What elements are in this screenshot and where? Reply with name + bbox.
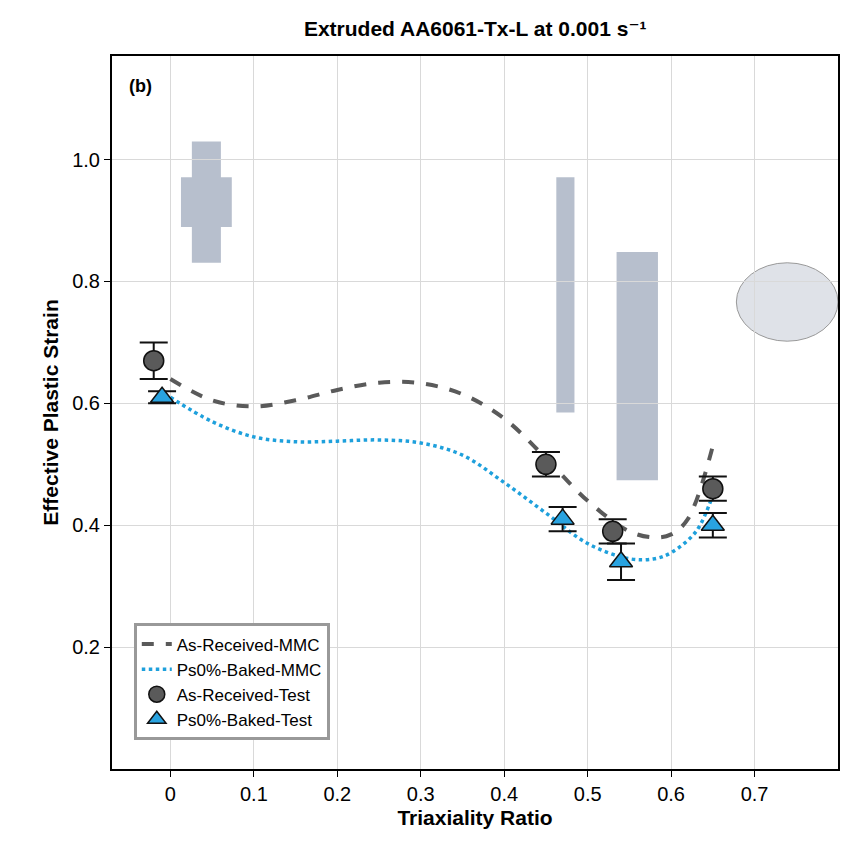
svg-text:Effective Plastic Strain: Effective Plastic Strain bbox=[39, 299, 62, 525]
svg-text:0.8: 0.8 bbox=[72, 270, 100, 292]
svg-text:0.3: 0.3 bbox=[407, 783, 435, 805]
svg-text:0: 0 bbox=[165, 783, 176, 805]
svg-text:1.0: 1.0 bbox=[72, 149, 100, 171]
svg-text:0.4: 0.4 bbox=[490, 783, 518, 805]
svg-text:(b): (b) bbox=[129, 76, 152, 96]
svg-text:Triaxiality Ratio: Triaxiality Ratio bbox=[397, 806, 552, 829]
svg-text:0.5: 0.5 bbox=[574, 783, 602, 805]
svg-text:Extruded AA6061-Tx-L at 0.001: Extruded AA6061-Tx-L at 0.001 s⁻¹ bbox=[304, 17, 647, 40]
svg-text:0.6: 0.6 bbox=[72, 392, 100, 414]
svg-text:0.4: 0.4 bbox=[72, 514, 100, 536]
svg-text:0.2: 0.2 bbox=[323, 783, 351, 805]
svg-text:0.6: 0.6 bbox=[657, 783, 685, 805]
svg-text:As-Received-MMC: As-Received-MMC bbox=[177, 636, 320, 655]
svg-text:0.7: 0.7 bbox=[741, 783, 769, 805]
svg-text:0.2: 0.2 bbox=[72, 636, 100, 658]
svg-text:As-Received-Test: As-Received-Test bbox=[177, 686, 310, 705]
svg-text:Ps0%-Baked-MMC: Ps0%-Baked-MMC bbox=[177, 661, 322, 680]
svg-text:Ps0%-Baked-Test: Ps0%-Baked-Test bbox=[177, 711, 312, 730]
svg-text:0.1: 0.1 bbox=[240, 783, 268, 805]
